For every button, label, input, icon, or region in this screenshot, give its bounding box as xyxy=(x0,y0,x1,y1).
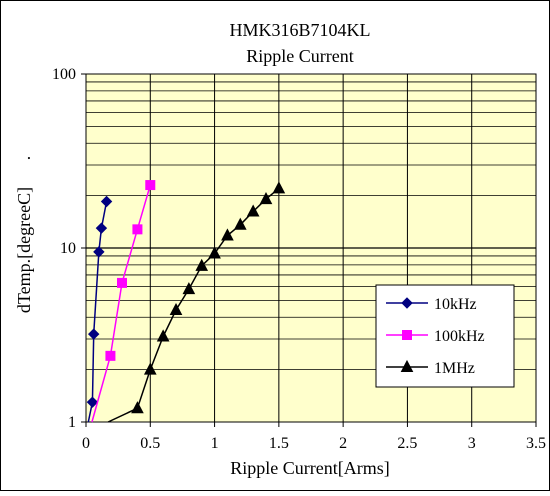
legend-item: 1MHz xyxy=(386,359,475,377)
x-tick-label: 3.5 xyxy=(526,435,546,452)
data-point xyxy=(233,217,247,230)
data-point xyxy=(208,246,221,259)
y-tick-label: 100 xyxy=(52,66,76,83)
data-point xyxy=(86,396,99,408)
legend-item: 10kHz xyxy=(386,296,477,313)
series-diamond xyxy=(86,195,113,423)
legend-marker xyxy=(400,359,414,372)
data-point xyxy=(105,350,116,361)
y-axis-label-group: dTemp.[degreeC] . xyxy=(14,156,34,313)
data-point xyxy=(145,180,156,191)
data-point xyxy=(88,328,100,340)
legend: 10kHz 100kHz 1MHz xyxy=(375,284,515,388)
series-group xyxy=(86,180,286,423)
legend-label: 100kHz xyxy=(434,328,485,345)
legend-label: 1MHz xyxy=(434,360,475,377)
y-tick-label: 1 xyxy=(68,414,76,431)
x-tick-label: 1 xyxy=(211,435,219,452)
data-point xyxy=(93,246,105,258)
chart-subtitle: Ripple Current xyxy=(246,46,353,66)
data-point xyxy=(143,362,157,375)
y-axis-ticks: 1 10 100 xyxy=(52,66,86,431)
data-point xyxy=(117,277,127,288)
x-tick-label: 3 xyxy=(468,435,476,452)
legend-item: 100kHz xyxy=(386,328,485,345)
x-axis-label: Ripple Current[Arms] xyxy=(230,458,389,478)
series-square xyxy=(91,180,156,423)
x-tick-label: 2.5 xyxy=(397,435,417,452)
y-tick-label: 10 xyxy=(60,240,76,257)
x-tick-label: 2 xyxy=(339,435,347,452)
data-point xyxy=(272,181,286,194)
data-point xyxy=(131,401,144,414)
data-point xyxy=(259,192,273,205)
y-axis-label: dTemp.[degreeC] xyxy=(14,187,34,313)
data-point xyxy=(169,302,183,316)
legend-marker xyxy=(401,297,413,309)
y-axis-label-suffix: . xyxy=(14,156,34,161)
data-point xyxy=(182,282,196,295)
legend-marker xyxy=(402,330,412,340)
data-point xyxy=(100,195,113,208)
x-tick-label: 1.5 xyxy=(269,435,289,452)
x-tick-label: 0.5 xyxy=(140,435,160,452)
data-point xyxy=(132,224,143,235)
data-point xyxy=(95,222,108,234)
data-point xyxy=(195,258,209,271)
series-triangle xyxy=(107,181,286,423)
data-point xyxy=(246,204,260,217)
x-axis-ticks: 0 0.5 1 1.5 2 2.5 3 3.5 xyxy=(82,422,546,452)
data-point xyxy=(156,329,170,342)
legend-box xyxy=(375,284,515,388)
x-tick-label: 0 xyxy=(82,435,90,452)
data-point xyxy=(221,228,234,241)
chart-title: HMK316B7104KL xyxy=(229,20,370,40)
legend-label: 10kHz xyxy=(434,296,477,313)
